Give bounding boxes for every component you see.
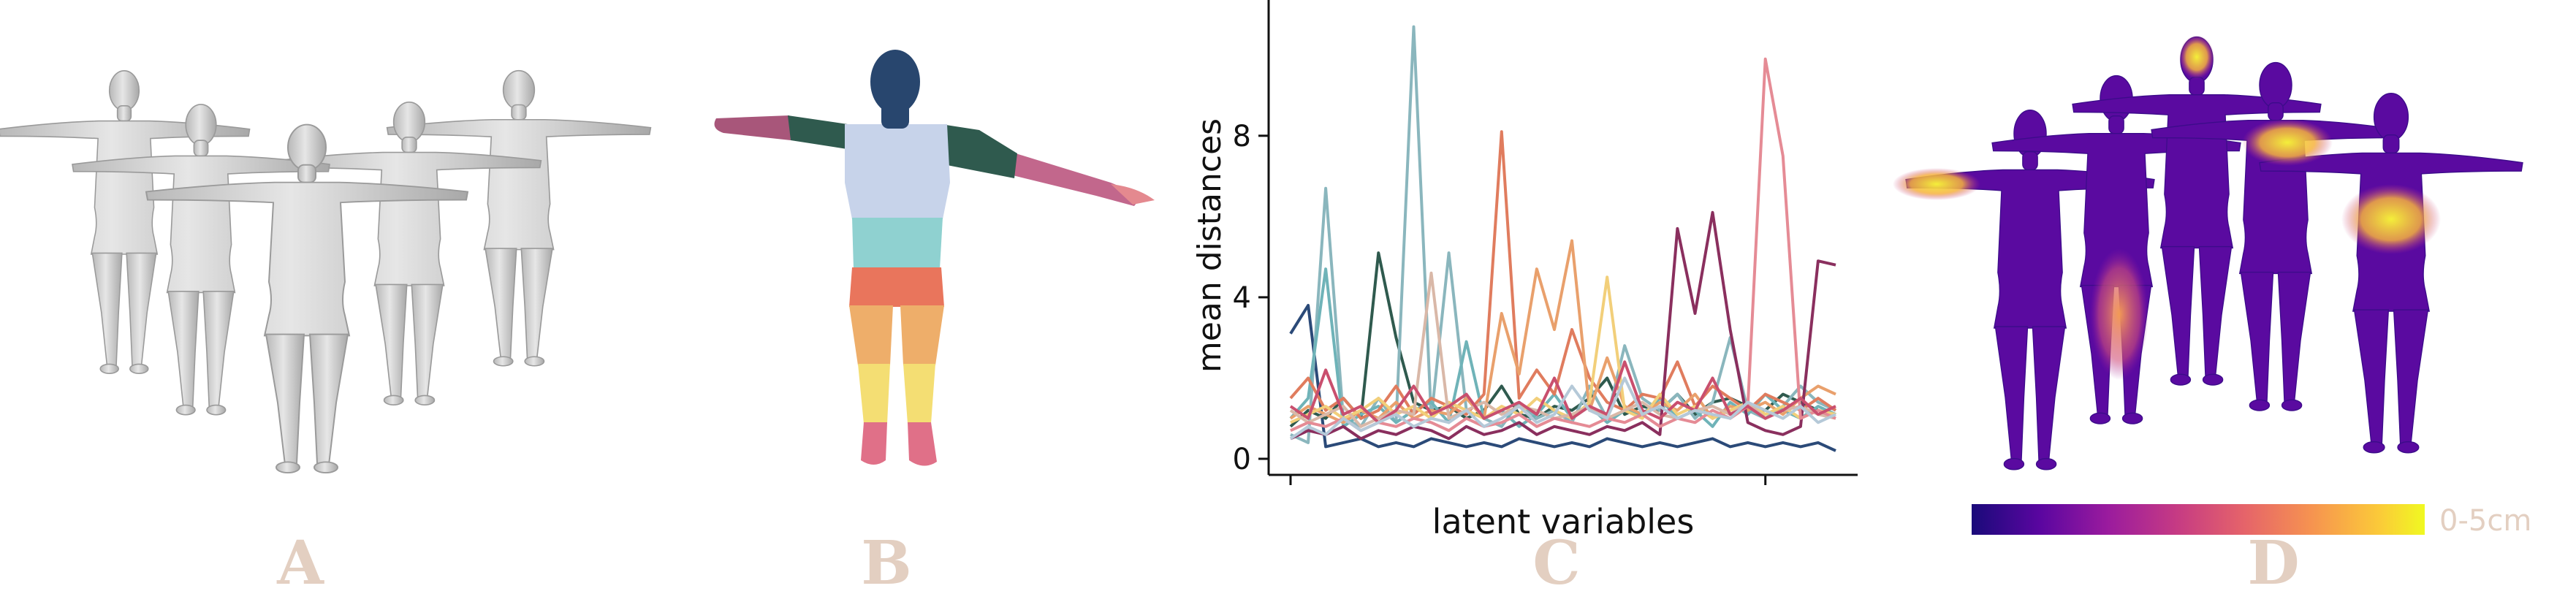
chart-series-line-1 bbox=[1289, 304, 1836, 452]
chart-series-line-12 bbox=[1289, 376, 1836, 441]
chart-series-group bbox=[1289, 25, 1837, 452]
mean-distances-chart: 0 4 8 mean distances latent variables bbox=[1191, 0, 1858, 541]
right-forearm-part bbox=[1013, 153, 1140, 206]
left-foot-part bbox=[861, 422, 887, 465]
panel-d: 0-5cm D bbox=[1871, 0, 2576, 602]
hotspot-leg bbox=[2090, 248, 2148, 380]
panel-a: A bbox=[0, 0, 702, 602]
y-tick-label-8: 8 bbox=[1233, 120, 1251, 153]
hotspot-head bbox=[2179, 35, 2214, 79]
panel-letter-b: B bbox=[861, 528, 912, 598]
gray-mesh-figures bbox=[0, 69, 652, 474]
right-leg-part bbox=[900, 305, 944, 365]
right-upper-arm-part bbox=[941, 124, 1017, 178]
segmented-body bbox=[714, 50, 1155, 466]
right-foot-part bbox=[908, 422, 937, 466]
chest-part bbox=[845, 124, 950, 219]
left-shin-part bbox=[858, 364, 890, 424]
left-leg-part bbox=[849, 305, 893, 365]
hotspot-chest bbox=[2242, 119, 2333, 166]
left-upper-arm-part bbox=[788, 115, 856, 150]
chart-series-line-3 bbox=[1290, 25, 1836, 444]
hotspot-left-arm bbox=[1893, 168, 1980, 200]
right-hand-part bbox=[1111, 184, 1155, 205]
colorbar bbox=[1972, 504, 2425, 535]
hips-part bbox=[849, 267, 944, 307]
panel-letter-d: D bbox=[2247, 528, 2300, 598]
panel-b: B bbox=[702, 0, 1177, 602]
panel-letter-c: C bbox=[1532, 528, 1581, 598]
colorbar-label: 0-5cm bbox=[2439, 504, 2532, 538]
y-axis-label: mean distances bbox=[1191, 118, 1228, 373]
hotspot-belly bbox=[2341, 184, 2441, 254]
x-axis-label: latent variables bbox=[1432, 502, 1695, 541]
head-part bbox=[870, 50, 920, 114]
panel-letter-a: A bbox=[277, 528, 324, 598]
abdomen-part bbox=[852, 218, 943, 269]
heatmap-figures bbox=[1893, 35, 2523, 535]
y-tick-label-4: 4 bbox=[1233, 281, 1251, 315]
panel-c: 0 4 8 mean distances latent variables C bbox=[1177, 0, 1871, 602]
right-shin-part bbox=[903, 364, 935, 424]
chart-series-line-10 bbox=[1290, 57, 1836, 433]
chart-ticks-group: 0 4 8 bbox=[1233, 120, 1767, 485]
y-tick-label-0: 0 bbox=[1233, 443, 1251, 476]
left-forearm-part bbox=[714, 115, 791, 140]
